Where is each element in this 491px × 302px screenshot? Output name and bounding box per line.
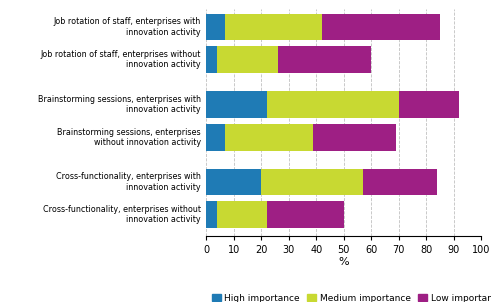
- Bar: [267, 91, 399, 118]
- Bar: [206, 14, 225, 40]
- X-axis label: %: %: [338, 257, 349, 267]
- Bar: [206, 201, 217, 228]
- Bar: [322, 14, 440, 40]
- Bar: [313, 124, 396, 151]
- Legend: High importance, Medium importance, Low importance: High importance, Medium importance, Low …: [208, 290, 491, 302]
- Bar: [225, 14, 322, 40]
- Bar: [399, 91, 459, 118]
- Bar: [261, 169, 363, 195]
- Bar: [267, 201, 344, 228]
- Bar: [278, 46, 371, 73]
- Bar: [206, 169, 261, 195]
- Bar: [206, 91, 267, 118]
- Bar: [217, 46, 278, 73]
- Bar: [225, 124, 313, 151]
- Bar: [206, 124, 225, 151]
- Bar: [206, 46, 217, 73]
- Bar: [217, 201, 267, 228]
- Bar: [363, 169, 437, 195]
